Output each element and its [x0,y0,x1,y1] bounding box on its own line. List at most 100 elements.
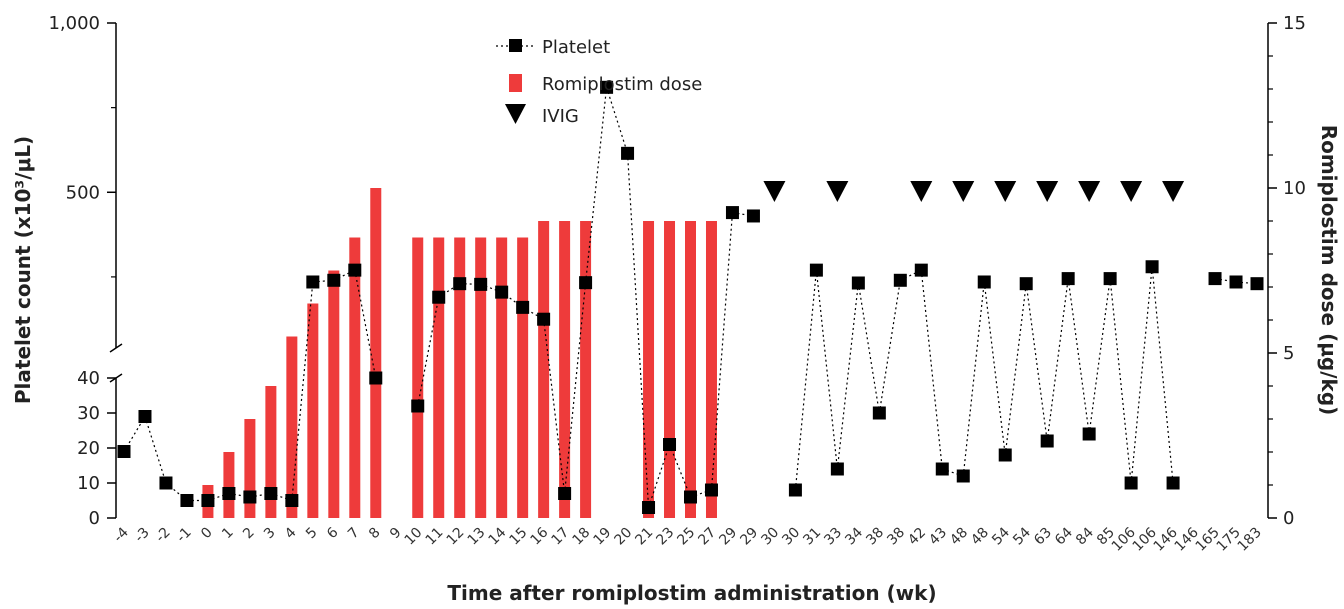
right-y-tick-label: 0 [1283,508,1294,529]
dose-bar [685,221,696,518]
x-tick-label: 183 [1235,525,1265,555]
platelet-line-segment [920,270,943,470]
dose-bar [664,221,676,518]
platelet-line-segment [626,153,650,508]
platelet-line-segment [983,281,1006,456]
x-tick-label: -1 [174,525,195,546]
ivig-marker [763,181,786,202]
platelet-line-segment [1151,266,1174,484]
ivig-marker [1162,181,1185,202]
platelet-point [243,490,257,504]
x-tick-label: -4 [111,524,132,545]
platelet-line-segment [228,492,250,498]
ivig-marker [1120,181,1143,202]
platelet-point [369,371,383,385]
dose-bar [433,237,445,518]
ivig-marker [910,181,933,202]
platelet-point [285,494,299,507]
x-tick-label: 5 [303,525,321,543]
platelet-line-segment [857,282,880,414]
platelet-point [159,476,173,490]
platelet-line-segment [836,282,859,470]
x-tick-label: 1 [219,525,237,543]
platelet-point [138,410,152,423]
left-y-tick-label: 1,000 [48,13,100,34]
platelet-point [1124,476,1138,490]
platelet-line-segment [900,269,922,281]
dose-bar [349,237,361,518]
platelet-point [348,263,362,277]
platelet-point [432,290,446,304]
platelet-point [830,462,844,476]
platelet-line-segment [207,492,230,502]
platelet-point [1166,476,1180,490]
ivig-marker [994,181,1017,202]
right-y-tick-label: 5 [1283,343,1294,364]
dose-bar [475,237,487,518]
platelet-point [264,487,278,500]
x-tick-label: 4 [282,524,300,542]
platelet-point [872,406,886,420]
platelet-markers [117,80,1264,514]
ivig-marker [1036,181,1059,202]
platelet-line-segment [333,269,356,281]
platelet-line-segment [144,416,167,484]
platelet-point [935,462,949,476]
platelet-point [893,273,907,287]
left-y-axis-title: Platelet count (x10³/μL) [11,136,35,404]
platelet-line-segment [249,492,271,498]
platelet-line-segment [962,281,985,477]
platelet-line-segment [606,87,629,154]
platelet-point [306,275,320,289]
platelet-line-segment [459,283,481,285]
platelet-line-segment [794,270,817,491]
platelet-line-segment [1067,278,1090,435]
legend-dose-label: Romiplostim dose [542,74,702,95]
dose-bar [538,221,550,518]
platelet-line-segment [878,280,901,414]
dose-bar [286,336,298,518]
left-y-tick-label: 0 [89,508,100,529]
platelet-point [1019,277,1033,291]
platelet-line-segment [270,492,293,502]
platelet-point [1040,434,1054,448]
left-y-tick-label: 20 [77,438,100,459]
left-y-ticks: 0 10 20 30 40 500 1,000 [48,13,116,529]
platelet-line-segment [354,270,377,379]
platelet-point [977,275,991,289]
dose-bar [307,303,319,518]
x-axis-title: Time after romiplostim administration (w… [447,581,936,605]
left-y-tick-label: 40 [77,368,100,389]
x-tick-label: -2 [153,525,174,546]
platelet-line-segment [732,211,754,217]
right-y-tick-label: 15 [1283,13,1306,34]
dose-bar [244,419,256,518]
platelet-point [1061,272,1075,286]
dose-bar [705,221,717,518]
left-y-tick-label: 500 [66,182,100,203]
platelet-line-segment [815,270,838,470]
platelet-line-segment [690,489,712,498]
platelet-point [180,494,194,507]
platelet-point [684,490,697,504]
left-y-tick-label: 30 [77,403,100,424]
platelet-point [1229,275,1243,289]
platelet-point [453,277,467,291]
dose-bar [370,188,382,518]
right-y-tick-label: 10 [1283,178,1306,199]
platelet-line-segment [710,212,734,491]
platelet-point [1208,272,1222,286]
x-tick-label: -3 [132,525,153,546]
x-tick-label: 2 [240,525,258,543]
platelet-point [327,273,341,287]
platelet-line-segment [1130,266,1153,484]
ivig-marker [826,181,849,202]
ivig-markers [763,181,1185,202]
platelet-point [788,483,802,497]
platelet-point [516,300,530,314]
platelet-point [600,80,614,94]
dose-bar [496,237,508,518]
platelet-line-segment [312,279,334,283]
platelet-line-segment [1088,278,1111,435]
